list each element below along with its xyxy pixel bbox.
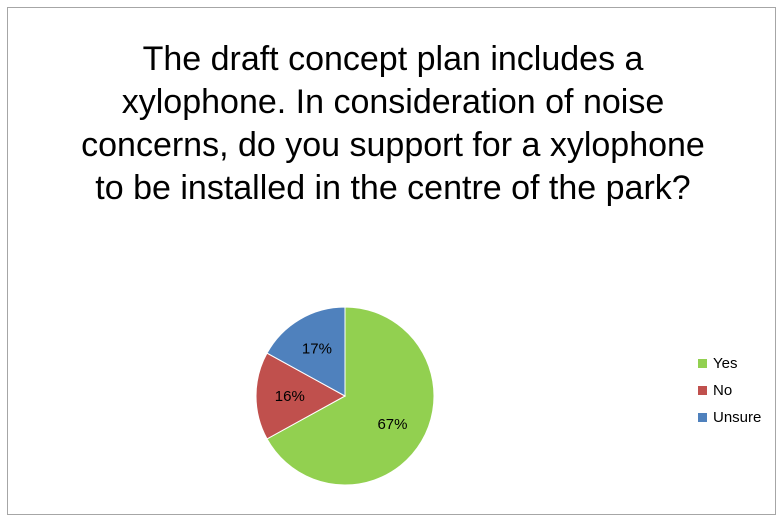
legend-swatch-unsure bbox=[698, 413, 707, 422]
pie-slice-yes bbox=[266, 306, 435, 486]
data-label-no: 16% bbox=[275, 388, 305, 405]
legend-item-unsure: Unsure bbox=[698, 404, 761, 431]
legend-item-yes: Yes bbox=[698, 350, 761, 377]
legend: Yes No Unsure bbox=[698, 350, 761, 431]
legend-label-no: No bbox=[713, 382, 733, 399]
pie-slices bbox=[255, 306, 435, 486]
legend-label-yes: Yes bbox=[713, 355, 738, 372]
pie-data-labels: 67% 16% 17% bbox=[275, 341, 408, 434]
legend-swatch-no bbox=[698, 386, 707, 395]
pie-chart: 67% 16% 17% bbox=[255, 306, 435, 486]
chart-frame: The draft concept plan includes a xyloph… bbox=[7, 7, 776, 515]
legend-item-no: No bbox=[698, 377, 761, 404]
legend-swatch-yes bbox=[698, 359, 707, 368]
legend-label-unsure: Unsure bbox=[713, 409, 762, 426]
data-label-unsure: 17% bbox=[302, 341, 332, 358]
data-label-yes: 67% bbox=[377, 416, 407, 433]
pie-slice-unsure bbox=[266, 306, 346, 397]
chart-title: The draft concept plan includes a xyloph… bbox=[81, 40, 705, 207]
pie-slice-no bbox=[255, 352, 347, 440]
